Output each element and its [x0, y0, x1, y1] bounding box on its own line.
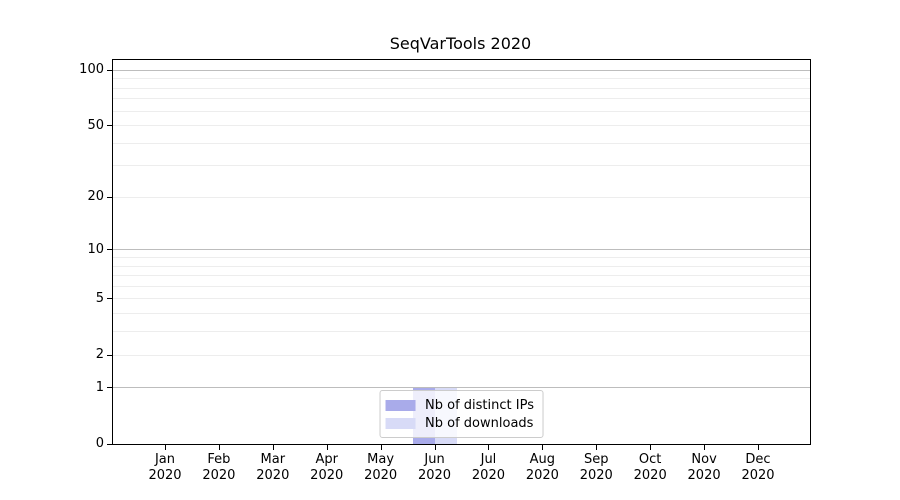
- y-tick-1: [107, 387, 112, 389]
- gridline-y-1: [113, 387, 810, 389]
- x-tick-sep: [596, 445, 598, 450]
- y-tick-label-0: 0: [95, 436, 104, 451]
- y-tick-100: [107, 69, 112, 71]
- legend: Nb of distinct IPs Nb of downloads: [379, 390, 544, 438]
- x-tick-label-jul: Jul 2020: [471, 452, 505, 483]
- y-tick-0: [107, 443, 112, 445]
- y-tick-label-20: 20: [87, 189, 104, 205]
- x-tick-label-feb: Feb 2020: [202, 452, 236, 483]
- x-tick-oct: [650, 445, 652, 450]
- gridline-y-9: [113, 257, 810, 259]
- y-tick-2: [107, 354, 112, 356]
- gridline-y-80: [113, 87, 810, 89]
- gridline-y-5: [113, 298, 810, 300]
- gridline-y-2: [113, 354, 810, 356]
- legend-label-downloads: Nb of downloads: [425, 415, 534, 431]
- x-tick-nov: [704, 445, 706, 450]
- legend-swatch-downloads: [385, 417, 416, 429]
- legend-entry-distinct-ips: Nb of distinct IPs: [385, 396, 534, 414]
- legend-label-distinct-ips: Nb of distinct IPs: [425, 397, 534, 413]
- gridline-y-20: [113, 196, 810, 198]
- y-tick-10: [107, 249, 112, 251]
- x-tick-apr: [326, 445, 328, 450]
- chart-title: SeqVarTools 2020: [389, 34, 532, 53]
- x-tick-mar: [272, 445, 274, 450]
- x-tick-label-mar: Mar 2020: [256, 452, 290, 483]
- y-tick-5: [107, 298, 112, 300]
- y-tick-label-1: 1: [95, 379, 104, 395]
- gridline-y-100: [113, 69, 810, 71]
- x-tick-label-dec: Dec 2020: [741, 452, 775, 483]
- x-tick-label-jun: Jun 2020: [417, 452, 452, 483]
- gridline-y-90: [113, 78, 810, 80]
- plot-area: Nb of distinct IPs Nb of downloads: [112, 59, 811, 445]
- y-tick-50: [107, 125, 112, 127]
- x-tick-label-aug: Aug 2020: [525, 452, 559, 483]
- y-tick-label-2: 2: [95, 347, 104, 363]
- gridline-y-3: [113, 331, 810, 333]
- x-tick-label-nov: Nov 2020: [687, 452, 721, 483]
- legend-entry-downloads: Nb of downloads: [385, 414, 534, 432]
- x-tick-jul: [488, 445, 490, 450]
- x-tick-feb: [218, 445, 220, 450]
- y-tick-label-50: 50: [87, 117, 104, 133]
- gridline-y-40: [113, 142, 810, 144]
- x-tick-label-jan: Jan 2020: [148, 452, 182, 483]
- gridline-y-60: [113, 110, 810, 112]
- gridline-y-6: [113, 285, 810, 287]
- x-tick-label-sep: Sep 2020: [579, 452, 613, 483]
- x-tick-dec: [758, 445, 759, 450]
- x-tick-label-oct: Oct 2020: [633, 452, 667, 483]
- gridline-y-30: [113, 165, 810, 167]
- x-tick-jan: [165, 445, 166, 450]
- y-tick-label-10: 10: [87, 241, 104, 257]
- gridline-y-7: [113, 275, 810, 277]
- x-tick-jun: [434, 445, 436, 450]
- gridline-y-4: [113, 313, 810, 315]
- gridline-y-70: [113, 98, 810, 100]
- x-tick-may: [380, 445, 382, 450]
- y-tick-label-5: 5: [95, 290, 104, 306]
- gridline-y-10: [113, 249, 810, 251]
- x-tick-label-may: May 2020: [364, 452, 398, 483]
- x-tick-label-apr: Apr 2020: [310, 452, 344, 483]
- gridline-y-8: [113, 265, 810, 267]
- y-tick-label-100: 100: [79, 62, 104, 78]
- legend-swatch-distinct-ips: [385, 399, 416, 411]
- gridline-y-50: [113, 125, 810, 127]
- x-tick-aug: [542, 445, 544, 450]
- y-tick-20: [107, 196, 112, 198]
